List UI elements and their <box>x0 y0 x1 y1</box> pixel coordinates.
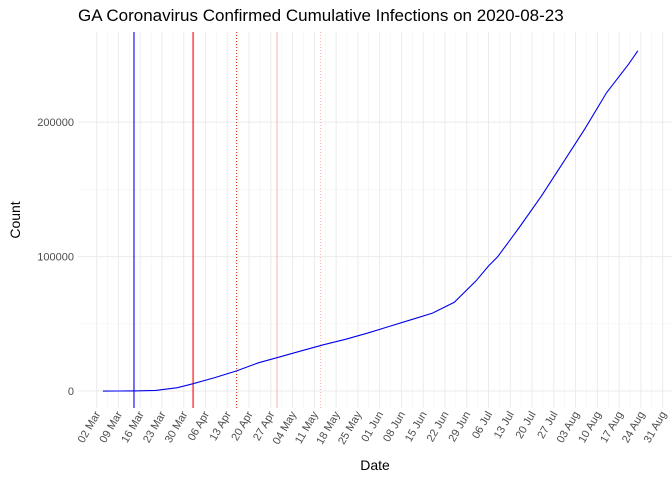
x-tick-label: 20 Jul <box>514 410 539 441</box>
chart-title: GA Coronavirus Confirmed Cumulative Infe… <box>78 6 564 25</box>
y-tick-label: 200000 <box>37 117 74 129</box>
y-axis-label: Count <box>7 201 23 238</box>
x-tick-label: 29 Jun <box>446 410 473 445</box>
data-line <box>102 50 639 392</box>
x-axis-label: Date <box>360 457 390 473</box>
x-tick-label: 06 Jul <box>470 410 495 441</box>
y-tick-label: 0 <box>68 386 74 398</box>
x-tick-label: 13 Jul <box>492 410 517 441</box>
y-tick-label: 100000 <box>37 252 74 264</box>
